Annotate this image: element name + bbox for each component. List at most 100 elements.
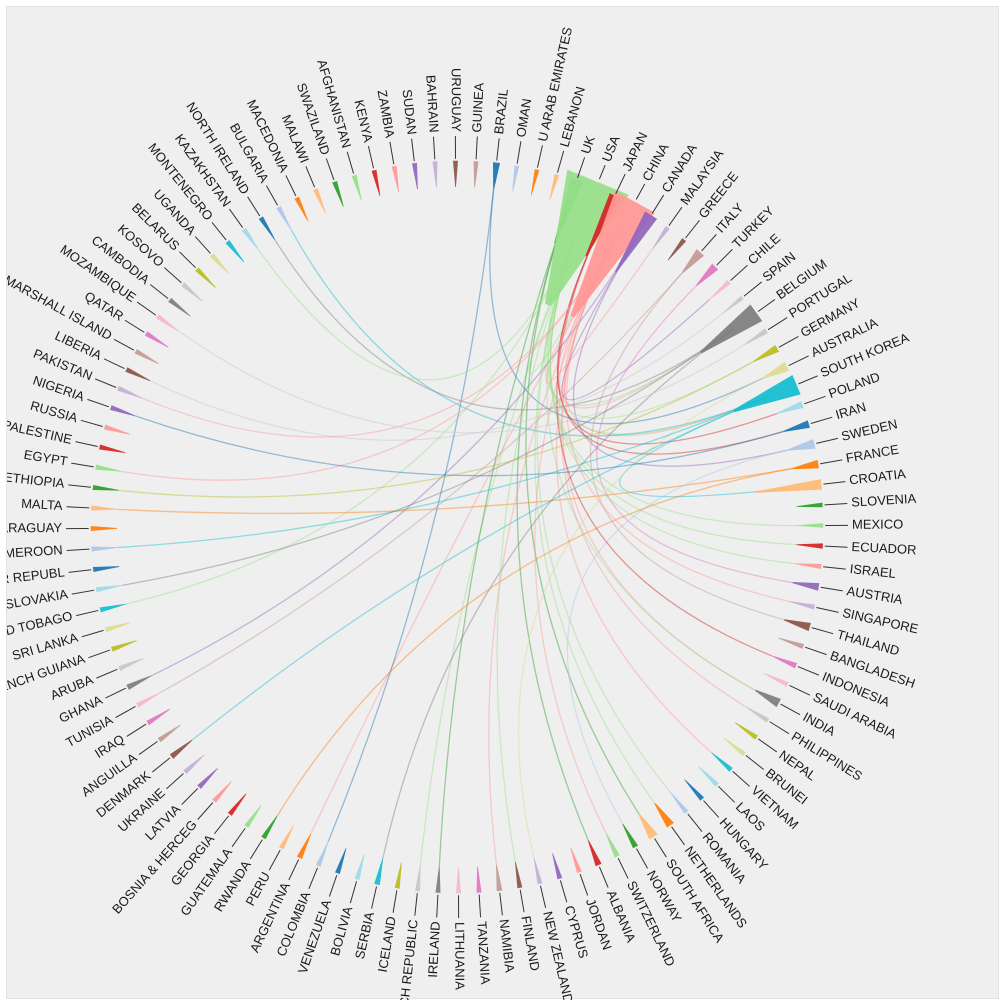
group-arc-romania[interactable] <box>669 791 689 814</box>
group-arc-iceland[interactable] <box>394 862 402 889</box>
group-arc-south-africa[interactable] <box>638 813 658 840</box>
group-arc-netherlands[interactable] <box>654 803 674 828</box>
group-arc-ghana[interactable] <box>126 675 152 690</box>
group-arc-philippines[interactable] <box>745 706 770 723</box>
group-arc-bulgaria[interactable] <box>276 205 292 231</box>
group-arc-sweden[interactable] <box>788 439 816 451</box>
group-arc-malaysia[interactable] <box>652 225 670 250</box>
group-arc-swaziland[interactable] <box>332 180 344 207</box>
group-arc-ukraine[interactable] <box>183 754 205 775</box>
group-arc-bahrain[interactable] <box>432 161 438 188</box>
group-arc-egypt[interactable] <box>95 464 122 472</box>
group-arc-spain[interactable] <box>721 295 744 315</box>
group-arc-kosovo[interactable] <box>181 282 203 302</box>
group-arc-saudi-arabia[interactable] <box>763 672 789 687</box>
group-arc-ireland[interactable] <box>435 866 441 893</box>
group-arc-serbia[interactable] <box>374 858 384 886</box>
group-arc-guinea[interactable] <box>473 161 479 188</box>
group-arc-jordan[interactable] <box>570 847 582 874</box>
group-arc-anguilla[interactable] <box>157 724 181 743</box>
group-arc-canada[interactable] <box>614 211 658 273</box>
group-arc-pakistan[interactable] <box>117 385 143 399</box>
group-arc-cyprus[interactable] <box>552 853 563 880</box>
group-arc-albania[interactable] <box>588 840 602 867</box>
group-arc-new-zealand[interactable] <box>533 858 543 885</box>
group-arc-germany[interactable] <box>753 344 780 362</box>
group-arc-vietnam[interactable] <box>711 752 733 772</box>
group-arc-palestine[interactable] <box>99 444 126 454</box>
group-arc-norway[interactable] <box>622 823 639 849</box>
group-arc-laos[interactable] <box>698 766 719 787</box>
group-arc-ethiopia[interactable] <box>92 485 120 491</box>
group-arc-venezuela[interactable] <box>335 848 347 875</box>
group-arc-sudan[interactable] <box>411 162 418 190</box>
group-arc-slovenia[interactable] <box>796 502 823 508</box>
group-arc-malta[interactable] <box>91 505 118 511</box>
group-arc-peru[interactable] <box>278 825 295 850</box>
group-arc-oman[interactable] <box>512 165 520 192</box>
group-arc-montenegro[interactable] <box>225 240 245 263</box>
group-arc-cent-afr-republ[interactable] <box>92 566 120 573</box>
group-arc-south-korea[interactable] <box>733 375 801 413</box>
group-arc-argentina[interactable] <box>296 833 312 859</box>
group-arc-tanzania[interactable] <box>476 866 482 893</box>
group-arc-france[interactable] <box>791 459 819 470</box>
group-arc-croatia[interactable] <box>754 479 823 493</box>
group-arc-guatemala[interactable] <box>244 804 262 829</box>
group-arc-switzerland[interactable] <box>605 832 620 858</box>
group-arc-greece[interactable] <box>667 238 687 261</box>
group-arc-cambodia[interactable] <box>168 297 191 317</box>
group-arc-iran[interactable] <box>783 420 810 433</box>
group-arc-kazakhstan[interactable] <box>241 227 260 251</box>
group-arc-bangladesh[interactable] <box>778 637 805 649</box>
group-arc-czech-republic[interactable] <box>415 864 421 892</box>
group-arc-bosnia-herceg[interactable] <box>212 781 232 803</box>
group-arc-malawi[interactable] <box>313 188 326 214</box>
group-arc-french-guiana[interactable] <box>110 640 137 652</box>
group-arc-tunisia[interactable] <box>135 692 161 708</box>
group-arc-italy[interactable] <box>681 249 705 273</box>
group-arc-trinidad-tobago[interactable] <box>99 603 126 613</box>
group-arc-slovakia[interactable] <box>95 584 123 593</box>
group-arc-lithuania[interactable] <box>456 866 462 894</box>
group-arc-thailand[interactable] <box>783 619 811 632</box>
group-arc-kenya[interactable] <box>371 169 381 196</box>
group-arc-qatar[interactable] <box>144 331 169 348</box>
group-arc-brunei[interactable] <box>723 737 746 757</box>
group-arc-nigeria[interactable] <box>109 405 136 417</box>
group-arc-liberia[interactable] <box>125 367 151 382</box>
group-arc-denmark[interactable] <box>169 739 193 759</box>
group-arc-lebanon[interactable] <box>549 174 560 200</box>
group-arc-india[interactable] <box>754 689 781 708</box>
group-arc-mexico[interactable] <box>796 523 824 528</box>
group-arc-turkey[interactable] <box>695 263 719 287</box>
group-arc-aruba[interactable] <box>118 658 144 671</box>
group-arc-rwanda[interactable] <box>261 815 278 840</box>
group-arc-hungary[interactable] <box>684 779 705 801</box>
group-arc-u-arab-emirates[interactable] <box>530 169 540 196</box>
group-arc-latvia[interactable] <box>197 768 218 789</box>
group-arc-brazil[interactable] <box>493 162 501 190</box>
group-arc-israel[interactable] <box>794 563 822 569</box>
group-arc-paraguay[interactable] <box>90 526 118 532</box>
group-arc-china[interactable] <box>570 191 655 318</box>
group-arc-bolivia[interactable] <box>354 854 365 881</box>
group-arc-austria[interactable] <box>792 582 820 591</box>
group-arc-poland[interactable] <box>777 401 804 414</box>
group-arc-belarus[interactable] <box>195 267 216 288</box>
group-arc-namibia[interactable] <box>496 864 503 892</box>
group-arc-chile[interactable] <box>709 279 731 300</box>
group-arc-georgia[interactable] <box>227 793 247 816</box>
group-arc-iraq[interactable] <box>146 708 171 726</box>
group-arc-finland[interactable] <box>514 861 523 889</box>
group-arc-ecuador[interactable] <box>796 543 823 549</box>
group-arc-mozambique[interactable] <box>155 314 180 332</box>
group-arc-afghanistan[interactable] <box>351 174 362 201</box>
group-arc-uruguay[interactable] <box>452 160 458 188</box>
group-arc-nepal[interactable] <box>734 722 759 740</box>
group-arc-zambia[interactable] <box>391 165 400 193</box>
group-arc-sri-lanka[interactable] <box>104 622 131 633</box>
group-arc-marshall-island[interactable] <box>134 348 159 365</box>
group-arc-uganda[interactable] <box>209 253 230 275</box>
group-arc-macedonia[interactable] <box>294 196 309 222</box>
